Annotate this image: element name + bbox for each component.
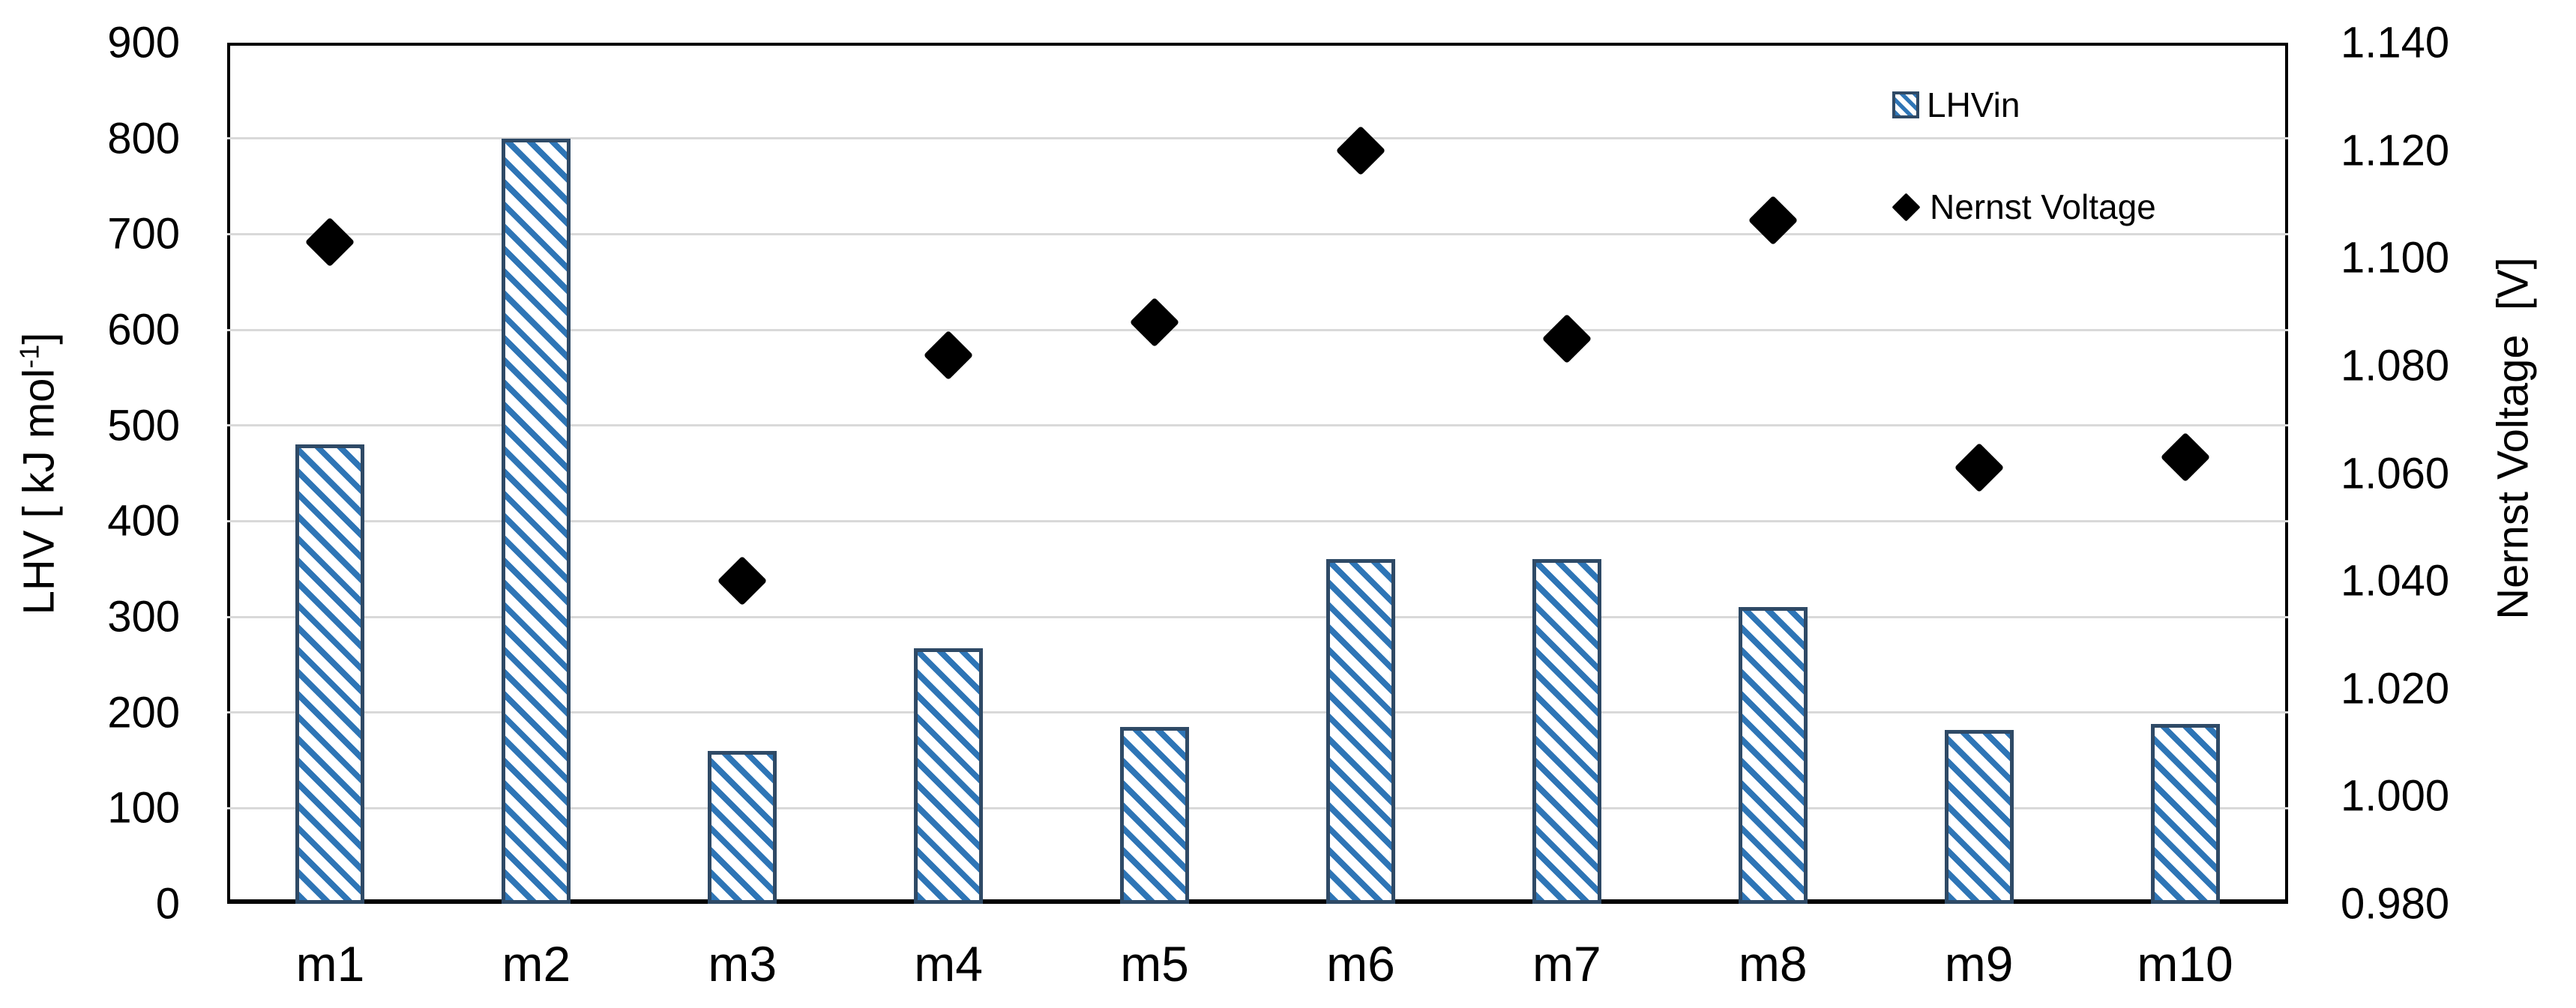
left-tick-label: 900 bbox=[107, 18, 180, 67]
right-tick-label: 1.140 bbox=[2341, 18, 2450, 67]
gridline bbox=[227, 519, 2288, 522]
x-tick-label-m8: m8 bbox=[1738, 936, 1808, 992]
left-tick-label: 800 bbox=[107, 114, 180, 163]
gridline bbox=[227, 615, 2288, 618]
legend-label-lhvin: LHVin bbox=[1927, 85, 2020, 124]
right-tick-label: 1.040 bbox=[2341, 556, 2450, 606]
gridline bbox=[227, 137, 2288, 140]
gridline bbox=[227, 806, 2288, 809]
bar-m8 bbox=[1738, 607, 1808, 904]
left-tick-label: 600 bbox=[107, 305, 180, 354]
x-tick-label-m3: m3 bbox=[708, 936, 777, 992]
black-diamond-icon bbox=[1892, 192, 1921, 222]
gridline bbox=[227, 232, 2288, 235]
bar-m7 bbox=[1532, 559, 1601, 904]
bar-m4 bbox=[914, 648, 984, 904]
x-tick-label-m1: m1 bbox=[295, 936, 365, 992]
bar-m3 bbox=[708, 750, 777, 904]
bar-m10 bbox=[2150, 723, 2220, 904]
legend-entry-lhvin: LHVin bbox=[1892, 78, 2156, 132]
x-tick-label-m7: m7 bbox=[1532, 936, 1601, 992]
left-axis-title-text: LHV [ kJ mol bbox=[14, 368, 64, 615]
right-tick-label: 1.080 bbox=[2341, 341, 2450, 390]
left-tick-label: 500 bbox=[107, 401, 180, 450]
x-tick-label-m5: m5 bbox=[1120, 936, 1189, 992]
right-tick-label: 1.120 bbox=[2341, 126, 2450, 175]
hatched-square-icon bbox=[1892, 91, 1919, 118]
gridline bbox=[227, 424, 2288, 427]
left-tick-label: 700 bbox=[107, 209, 180, 259]
left-axis-title-bracket: ] bbox=[14, 332, 64, 345]
legend-entry-nernst-voltage: Nernst Voltage bbox=[1892, 180, 2156, 234]
legend-label-nernst-voltage: Nernst Voltage bbox=[1930, 187, 2156, 226]
bar-m9 bbox=[1944, 729, 2014, 904]
right-tick-label: 1.020 bbox=[2341, 664, 2450, 713]
left-axis-title: LHV [ kJ mol-1] bbox=[13, 332, 64, 615]
x-tick-label-m10: m10 bbox=[2137, 936, 2233, 992]
x-tick-label-m9: m9 bbox=[1944, 936, 2014, 992]
bar-m5 bbox=[1120, 726, 1190, 904]
gridline bbox=[227, 328, 2288, 331]
right-tick-label: 0.980 bbox=[2341, 879, 2450, 929]
right-tick-label: 1.060 bbox=[2341, 449, 2450, 498]
left-tick-label: 300 bbox=[107, 592, 180, 642]
x-tick-label-m6: m6 bbox=[1326, 936, 1395, 992]
bar-m2 bbox=[502, 138, 571, 904]
plot-area-border bbox=[227, 43, 2288, 904]
right-tick-label: 1.100 bbox=[2341, 233, 2450, 283]
right-tick-label: 1.000 bbox=[2341, 771, 2450, 821]
left-tick-label: 100 bbox=[107, 783, 180, 833]
legend: LHVin Nernst Voltage bbox=[1892, 78, 2156, 234]
bar-m1 bbox=[295, 444, 365, 904]
gridline bbox=[227, 711, 2288, 714]
x-tick-label-m4: m4 bbox=[914, 936, 983, 992]
left-tick-label: 200 bbox=[107, 688, 180, 737]
left-tick-label: 0 bbox=[155, 879, 180, 929]
right-axis-title: Nernst Voltage [V] bbox=[2488, 257, 2538, 620]
x-tick-label-m2: m2 bbox=[502, 936, 571, 992]
bar-m6 bbox=[1325, 559, 1395, 904]
left-tick-label: 400 bbox=[107, 496, 180, 546]
left-axis-title-superscript: -1 bbox=[13, 344, 45, 369]
